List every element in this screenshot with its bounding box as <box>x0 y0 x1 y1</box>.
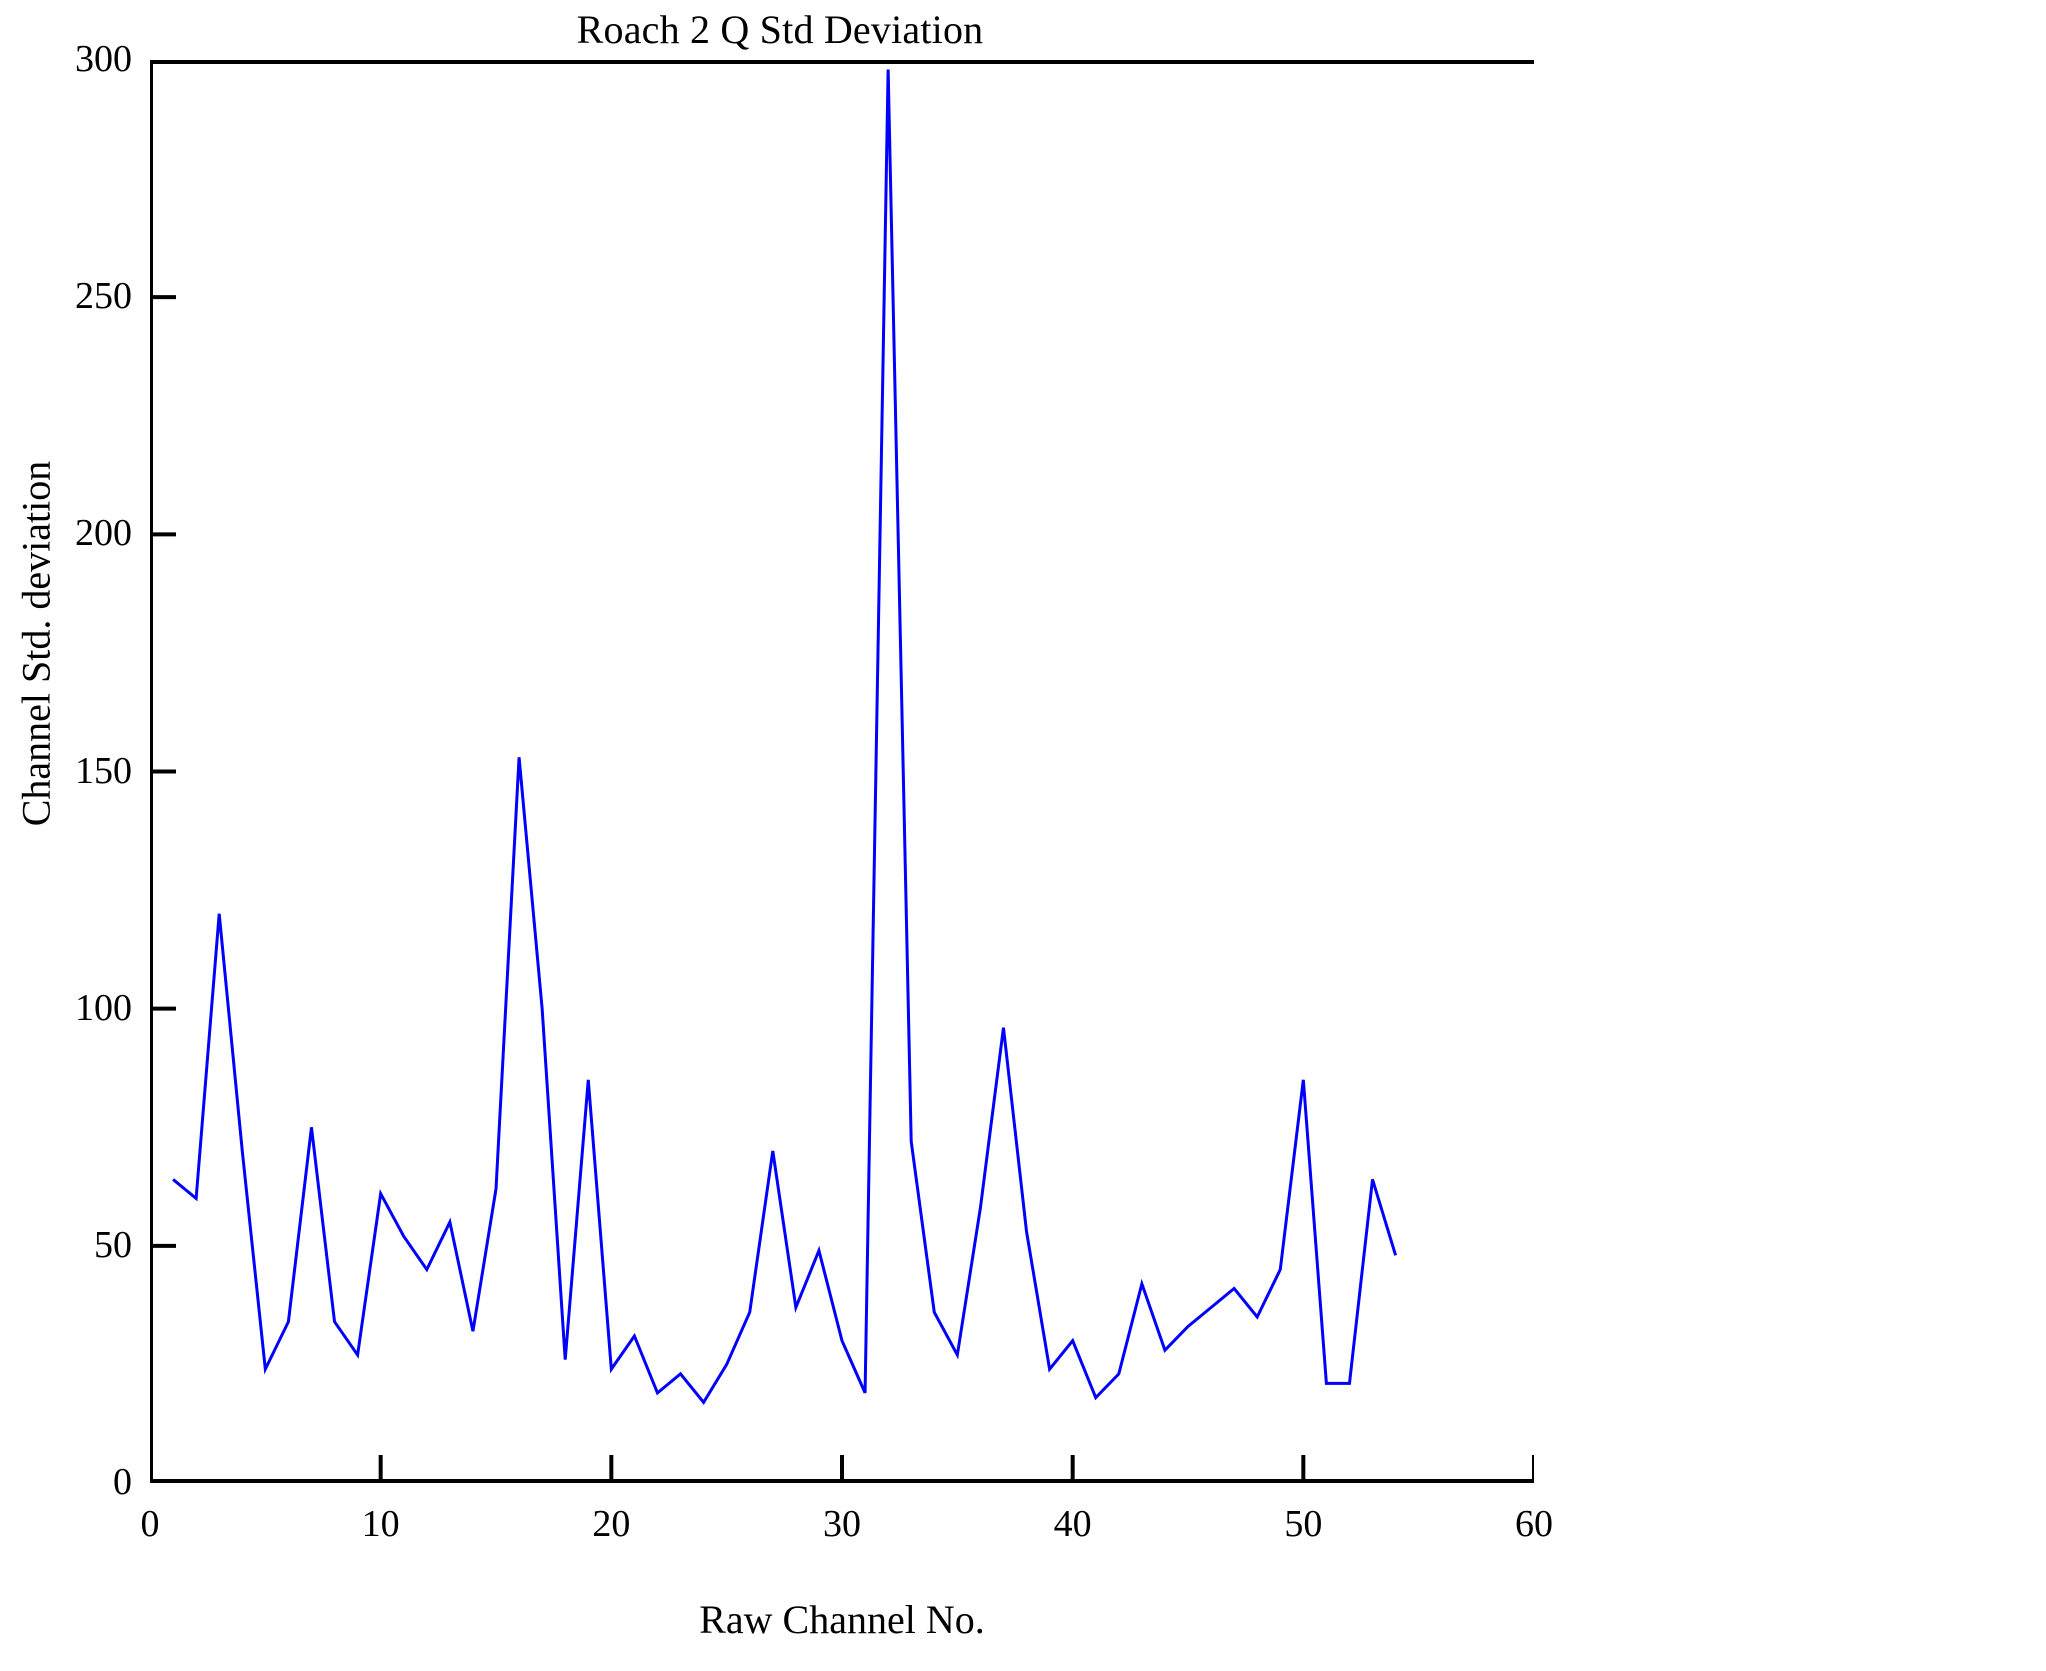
x-tick-label: 30 <box>823 1503 861 1545</box>
x-tick-label: 60 <box>1515 1503 1553 1545</box>
x-tick-marks <box>150 1455 1534 1481</box>
data-series-group <box>172 69 1398 1405</box>
x-tick-label: 10 <box>361 1503 400 1545</box>
y-axis-label: Channel Std. deviation <box>13 460 59 827</box>
y-tick-label: 0 <box>113 1461 132 1503</box>
line-series-q-std-deviation <box>172 69 1398 1405</box>
y-tick-label: 50 <box>94 1223 132 1266</box>
y-tick-label: 200 <box>75 512 132 555</box>
x-tick-label: 50 <box>1284 1503 1323 1545</box>
x-tick-label: 40 <box>1053 1503 1092 1545</box>
y-tick-label: 250 <box>75 275 132 318</box>
y-tick-marks <box>151 60 176 1483</box>
axis-frame <box>150 60 1534 1483</box>
y-tick-label: 100 <box>75 986 132 1029</box>
chart-plot-svg <box>150 60 1534 1483</box>
y-tick-label: 300 <box>75 38 132 80</box>
page-title: Roach 2 Q Std Deviation <box>576 7 984 52</box>
x-tick-label: 20 <box>592 1503 631 1545</box>
x-axis-label: Raw Channel No. <box>699 1597 985 1642</box>
plot-area: 0 50 100 150 200 250 300 0 10 20 30 40 50 60 <box>75 40 1553 1543</box>
x-tick-label: 0 <box>140 1503 160 1545</box>
y-tick-label: 150 <box>75 749 132 792</box>
